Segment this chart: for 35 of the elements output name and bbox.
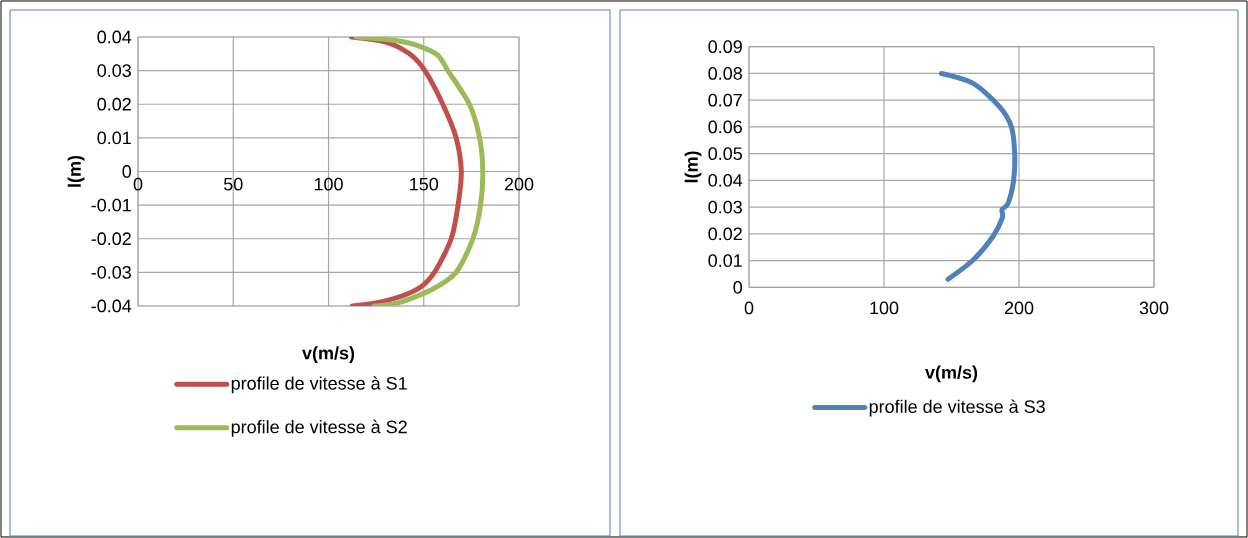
y-axis-title: l(m) [684, 151, 702, 183]
x-tick-label: 150 [410, 177, 439, 191]
y-tick-label: -0.02 [91, 232, 131, 246]
x-tick-label: 300 [1139, 301, 1169, 315]
y-tick-label: -0.03 [91, 265, 131, 279]
y-tick-label: 0 [122, 165, 132, 178]
y-tick-label: 0.03 [708, 200, 742, 214]
x-tick-label: 200 [504, 177, 534, 191]
y-tick-label: 0.01 [708, 254, 742, 267]
y-tick-label: 0.07 [708, 93, 742, 107]
x-axis-title: v(m/s) [925, 365, 978, 383]
y-tick-label: 0.02 [708, 227, 742, 241]
y-tick-label: 0.09 [708, 40, 742, 54]
y-tick-label: -0.01 [91, 198, 131, 212]
y-tick-label: 0.04 [97, 30, 132, 44]
x-tick-label: 200 [1004, 301, 1034, 315]
y-tick-label: 0 [733, 280, 743, 294]
legend-label: profile de vitesse à S1 [231, 376, 407, 394]
y-tick-label: 0.05 [708, 147, 742, 160]
x-tick-label: 0 [744, 301, 754, 315]
legend-label: profile de vitesse à S2 [231, 419, 407, 437]
y-tick-label: 0.01 [97, 131, 131, 145]
y-tick-label: -0.04 [91, 299, 132, 313]
y-tick-label: 0.03 [97, 64, 131, 77]
y-axis-title: l(m) [67, 155, 85, 187]
x-tick-label: 50 [223, 177, 243, 191]
x-axis-title: v(m/s) [302, 346, 355, 364]
x-tick-label: 100 [870, 301, 899, 315]
y-tick-label: 0.06 [708, 120, 742, 134]
y-tick-label: 0.04 [708, 173, 743, 187]
x-tick-label: 100 [314, 177, 343, 191]
x-tick-label: 0 [133, 177, 143, 191]
legend-label: profile de vitesse à S3 [869, 399, 1045, 417]
y-tick-label: 0.02 [97, 97, 131, 111]
y-tick-label: 0.08 [708, 67, 742, 80]
